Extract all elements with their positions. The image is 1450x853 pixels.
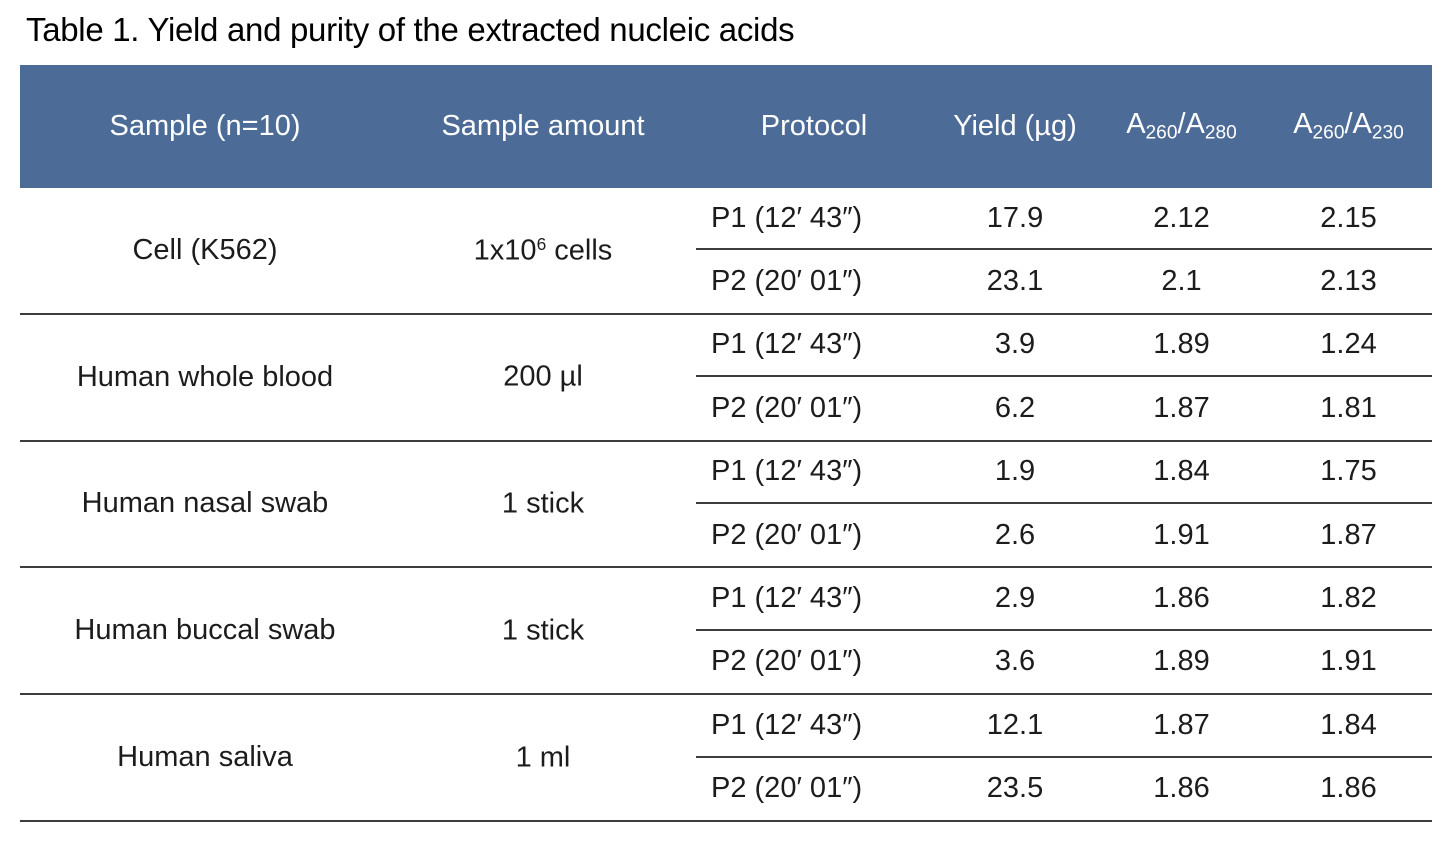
amount-value: 1 stick — [501, 487, 585, 520]
a260-a230-cell: 2.13 — [1320, 265, 1377, 298]
column-header-yield: Yield (µg) — [953, 110, 1077, 142]
yield-cell: 1.9 — [932, 442, 1098, 504]
amount-value: 1 ml — [515, 741, 571, 774]
sample-amount-cell: 1 stick — [390, 568, 696, 693]
a260-a280-cell: 2.1 — [1161, 265, 1202, 298]
a260-a280-cell: 1.89 — [1153, 645, 1210, 678]
a260-a280-cell: 2.12 — [1098, 188, 1265, 251]
sample-name-cell: Cell (K562) — [132, 233, 278, 266]
amount-text: 1 stick — [502, 487, 584, 521]
sample-name-cell: Human saliva — [117, 741, 293, 774]
yield-cell: 3.6 — [994, 645, 1036, 678]
a260-a280-cell: 1.86 — [1098, 568, 1265, 631]
ratio-formula: A260/A280 — [1126, 108, 1237, 144]
ratio-subscript-260: 260 — [1145, 122, 1178, 144]
a260-a280-cell: 1.87 — [1098, 695, 1265, 758]
a260-a280-cell: 1.87 — [1153, 391, 1210, 424]
column-header-protocol: Protocol — [760, 110, 868, 142]
protocol-cell: P1 (12′ 43″) — [696, 442, 932, 504]
amount-text: 1x106 cells — [474, 234, 613, 268]
table-title: Table 1. Yield and purity of the extract… — [26, 11, 795, 48]
sample-group-cell-k562: Cell (K562) 1x106 cells P1 (12′ 43″) 17.… — [20, 188, 1432, 315]
column-header-a260-a280: A260/A280 — [1098, 65, 1265, 188]
table-header-row: Sample (n=10) Sample amount Protocol Yie… — [20, 65, 1432, 188]
sample-name-cell: Human whole blood — [76, 360, 334, 393]
ratio-base-a: A — [1126, 108, 1146, 141]
protocol-cell: P2 (20′ 01″) — [711, 518, 863, 551]
protocol-cell: P1 (12′ 43″) — [696, 315, 932, 378]
sample-amount-cell: 1 ml — [390, 695, 696, 820]
yield-cell: 6.2 — [994, 391, 1036, 424]
amount-value: 1x10 — [473, 234, 537, 267]
ratio-subscript-230: 230 — [1371, 122, 1404, 144]
yield-cell: 12.1 — [932, 695, 1098, 758]
sample-group-nasal-swab: Human nasal swab 1 stick P1 (12′ 43″) 1.… — [20, 442, 1432, 569]
data-table: Sample (n=10) Sample amount Protocol Yie… — [20, 65, 1432, 822]
protocol-cell: P1 (12′ 43″) — [696, 568, 932, 631]
yield-cell: 2.9 — [932, 568, 1098, 631]
protocol-cell: P2 (20′ 01″) — [711, 772, 863, 805]
a260-a230-cell: 1.75 — [1265, 442, 1432, 504]
yield-cell: 17.9 — [932, 188, 1098, 251]
amount-unit: cells — [546, 234, 613, 267]
sample-name-cell: Human buccal swab — [74, 614, 336, 647]
protocol-cell: P1 (12′ 43″) — [696, 695, 932, 758]
column-header-sample-amount: Sample amount — [441, 110, 645, 142]
yield-cell: 3.9 — [932, 315, 1098, 378]
protocol-cell: P2 (20′ 01″) — [711, 265, 863, 298]
a260-a280-cell: 1.89 — [1098, 315, 1265, 378]
a260-a230-cell: 1.91 — [1320, 645, 1377, 678]
amount-text: 1 ml — [516, 741, 571, 775]
column-header-sample: Sample (n=10) — [109, 110, 301, 142]
sample-amount-cell: 200 µl — [390, 315, 696, 440]
ratio-subscript-280: 280 — [1204, 122, 1237, 144]
a260-a230-cell: 2.15 — [1265, 188, 1432, 251]
protocol-cell: P2 (20′ 01″) — [711, 645, 863, 678]
ratio-subscript-260: 260 — [1312, 122, 1345, 144]
yield-cell: 2.6 — [994, 518, 1036, 551]
column-header-a260-a230: A260/A230 — [1265, 65, 1432, 188]
ratio-slash-a: /A — [1177, 108, 1205, 141]
a260-a230-cell: 1.24 — [1265, 315, 1432, 378]
a260-a230-cell: 1.82 — [1265, 568, 1432, 631]
sample-group-whole-blood: Human whole blood 200 µl P1 (12′ 43″) 3.… — [20, 315, 1432, 442]
ratio-base-a: A — [1293, 108, 1313, 141]
sample-group-saliva: Human saliva 1 ml P1 (12′ 43″) 12.1 1.87… — [20, 695, 1432, 822]
protocol-cell: P1 (12′ 43″) — [696, 188, 932, 251]
yield-cell: 23.1 — [986, 265, 1044, 298]
sample-group-buccal-swab: Human buccal swab 1 stick P1 (12′ 43″) 2… — [20, 568, 1432, 696]
amount-value: 1 stick — [501, 614, 585, 647]
a260-a230-cell: 1.84 — [1265, 695, 1432, 758]
a260-a230-cell: 1.87 — [1320, 518, 1377, 551]
a260-a280-cell: 1.86 — [1153, 772, 1210, 805]
amount-text: 200 µl — [503, 360, 583, 394]
ratio-slash-a: /A — [1344, 108, 1372, 141]
yield-cell: 23.5 — [986, 772, 1044, 805]
a260-a280-cell: 1.84 — [1098, 442, 1265, 504]
sample-amount-cell: 1 stick — [390, 442, 696, 567]
protocol-cell: P2 (20′ 01″) — [711, 391, 863, 424]
a260-a230-cell: 1.86 — [1320, 772, 1377, 805]
amount-value: 200 µl — [503, 360, 583, 393]
sample-name-cell: Human nasal swab — [81, 487, 329, 520]
sample-amount-cell: 1x106 cells — [390, 188, 696, 313]
a260-a230-cell: 1.81 — [1320, 391, 1377, 424]
ratio-formula: A260/A230 — [1293, 108, 1404, 144]
amount-text: 1 stick — [502, 614, 584, 648]
a260-a280-cell: 1.91 — [1153, 518, 1210, 551]
amount-superscript: 6 — [536, 233, 547, 254]
